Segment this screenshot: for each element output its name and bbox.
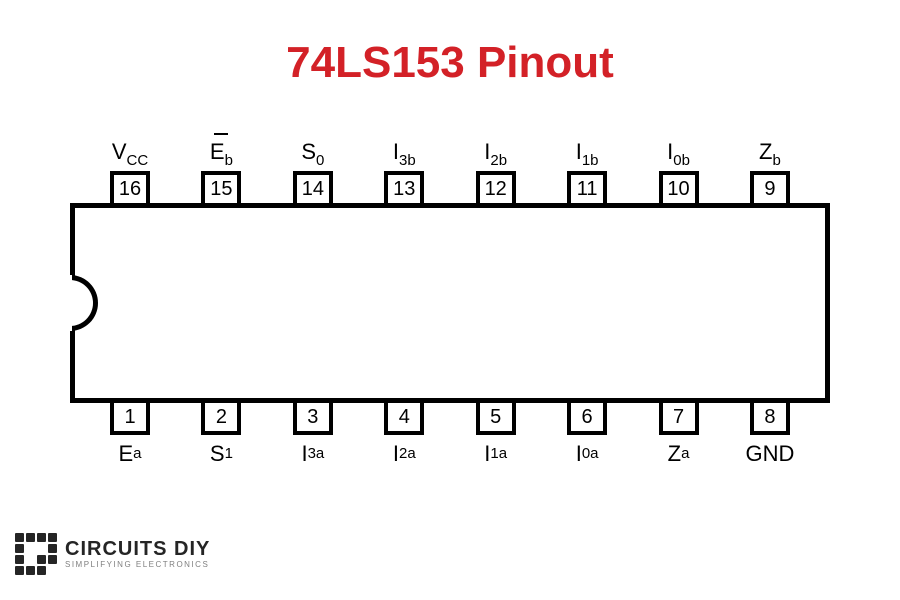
logo-icon [15, 533, 57, 575]
pin-9: Zb 9 [730, 135, 810, 207]
pin-label-13: I3b [393, 135, 416, 165]
pin-number-5: 5 [476, 399, 516, 435]
logo-pixel [26, 555, 35, 564]
pin-number-11: 11 [567, 171, 607, 207]
pin-number-8: 8 [750, 399, 790, 435]
pin-2: 2S1 [181, 399, 261, 471]
pin-13: I3b13 [364, 135, 444, 207]
pin-label-14: S0 [301, 135, 324, 165]
logo-pixel [37, 555, 46, 564]
pin-3: 3I3a [273, 399, 353, 471]
logo-pixel [15, 566, 24, 575]
pin-14: S014 [273, 135, 353, 207]
pin-label-6: I0a [576, 441, 599, 471]
logo-pixel [15, 533, 24, 542]
pin-label-10: I0b [667, 135, 690, 165]
pin-number-13: 13 [384, 171, 424, 207]
pin-5: 5I1a [456, 399, 536, 471]
top-pin-row: VCC16Eb15S014I3b13I2b12I1b11I0b10Zb9 [70, 135, 830, 207]
pin-number-7: 7 [659, 399, 699, 435]
logo-pixel [48, 533, 57, 542]
logo-pixel [48, 566, 57, 575]
pin-8: 8 GND [730, 399, 810, 471]
logo-sub-text: SIMPLIFYING ELECTRONICS [65, 561, 210, 569]
pin-label-11: I1b [576, 135, 599, 165]
title-text: 74LS153 Pinout [286, 38, 614, 87]
pin-1: 1 Ea [90, 399, 170, 471]
pin-number-4: 4 [384, 399, 424, 435]
logo-pixel [15, 544, 24, 553]
pin-label-12: I2b [484, 135, 507, 165]
pin-12: I2b12 [456, 135, 536, 207]
logo-pixel [48, 555, 57, 564]
logo-pixel [26, 566, 35, 575]
pin-number-15: 15 [201, 171, 241, 207]
chip-pinout: VCC16Eb15S014I3b13I2b12I1b11I0b10Zb9 1Ea… [70, 135, 830, 471]
diagram-title: 74LS153 Pinout [0, 38, 900, 88]
pin-label-5: I1a [484, 441, 507, 471]
logo-pixel [26, 544, 35, 553]
pin-label-9: Zb [759, 135, 781, 165]
pin-number-14: 14 [293, 171, 333, 207]
orientation-notch [70, 275, 98, 331]
logo-pixel [48, 544, 57, 553]
logo-pixel [26, 533, 35, 542]
pin-number-6: 6 [567, 399, 607, 435]
bottom-pin-row: 1Ea2S13I3a4I2a5I1a6I0a7Za8GND [70, 399, 830, 471]
pin-11: I1b11 [547, 135, 627, 207]
logo-pixel [37, 533, 46, 542]
pin-label-4: I2a [393, 441, 416, 471]
pin-label-15: Eb [210, 135, 233, 165]
logo-pixel [15, 555, 24, 564]
pin-6: 6I0a [547, 399, 627, 471]
brand-logo: CIRCUITS DIY SIMPLIFYING ELECTRONICS [15, 533, 210, 575]
pin-number-12: 12 [476, 171, 516, 207]
pin-7: 7 Za [639, 399, 719, 471]
logo-text-block: CIRCUITS DIY SIMPLIFYING ELECTRONICS [65, 539, 210, 569]
pin-number-1: 1 [110, 399, 150, 435]
pin-number-3: 3 [293, 399, 333, 435]
pin-10: I0b10 [639, 135, 719, 207]
pin-label-1: Ea [118, 441, 141, 471]
logo-pixel [37, 566, 46, 575]
pin-4: 4I2a [364, 399, 444, 471]
pin-label-16: VCC [112, 135, 148, 165]
logo-pixel [37, 544, 46, 553]
pin-label-7: Za [668, 441, 690, 471]
pin-number-2: 2 [201, 399, 241, 435]
pin-label-8: GND [746, 441, 795, 471]
pin-label-2: S1 [210, 441, 233, 471]
pin-15: Eb 15 [181, 135, 261, 207]
chip-body [70, 203, 830, 403]
pin-16: VCC 16 [90, 135, 170, 207]
logo-main-text: CIRCUITS DIY [65, 539, 210, 559]
pin-number-16: 16 [110, 171, 150, 207]
pin-label-3: I3a [301, 441, 324, 471]
pin-number-10: 10 [659, 171, 699, 207]
pin-number-9: 9 [750, 171, 790, 207]
